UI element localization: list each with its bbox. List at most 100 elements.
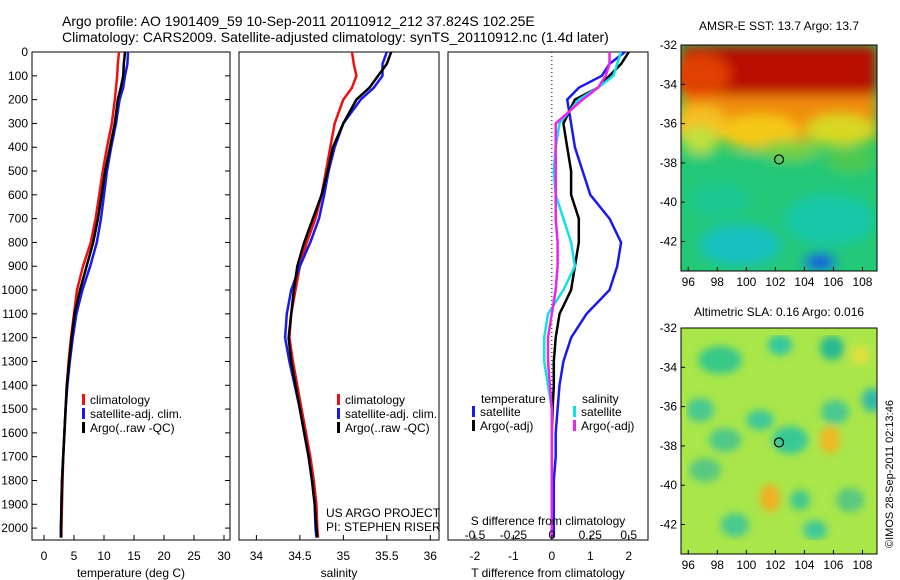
temperature-plot-frame: [31, 51, 231, 541]
difference-s-xlabel: S difference from climatology: [471, 514, 626, 528]
series-line-black: [287, 51, 393, 538]
difference-t-xlabel: T difference from climatology: [471, 566, 625, 580]
sla-field-patch: [689, 458, 721, 482]
depth-tick-label: 200: [8, 93, 28, 107]
sla-field-patch: [768, 335, 792, 355]
sla-field-patch: [820, 426, 840, 454]
sla-field: [686, 335, 877, 540]
sst-field: [681, 45, 877, 271]
map-y-tick-label: -34: [660, 360, 678, 374]
legend-swatch-black: [472, 420, 475, 431]
map-y-tick-label: -36: [660, 400, 678, 414]
sst-field-patch: [690, 182, 750, 218]
map-x-tick-label: 106: [823, 558, 843, 572]
x-tick-label: -1: [508, 549, 519, 563]
sla-field-patch: [746, 410, 774, 430]
legend-label: Argo(..raw -QC): [90, 421, 175, 435]
x-tick-label: 15: [127, 549, 141, 563]
sst-map-frame: [680, 44, 878, 272]
legend-label: Argo(..raw -QC): [345, 421, 430, 435]
depth-tick-label: 500: [8, 164, 28, 178]
sst-field-patch: [760, 140, 820, 160]
sla-field-patch: [772, 426, 808, 454]
difference-line-blue: [552, 51, 626, 538]
x-tick-label: 5: [71, 549, 78, 563]
legend-swatch-red: [82, 394, 85, 405]
sst-field-patch: [825, 148, 875, 172]
sla-field-patch: [709, 428, 741, 452]
figure-title-line2: Climatology: CARS2009. Satellite-adjuste…: [62, 29, 609, 45]
sla-field-patch: [760, 484, 780, 512]
s-tick-label: -0.5: [465, 528, 486, 542]
map-x-tick-label: 104: [794, 275, 814, 289]
sla-field-patch: [821, 400, 849, 424]
sst-field-patch: [804, 254, 836, 270]
legend-swatch-blue: [472, 406, 475, 417]
x-tick-label: 34: [250, 549, 264, 563]
temperature-xlabel: temperature (deg C): [77, 566, 185, 580]
map-x-tick-label: 98: [711, 275, 725, 289]
x-tick-label: 0: [41, 549, 48, 563]
depth-tick-label: 0: [21, 45, 28, 59]
depth-tick-label: 800: [8, 235, 28, 249]
map-x-tick-label: 96: [682, 275, 696, 289]
legend-title-temperature: temperature: [481, 392, 546, 406]
series-line-black: [59, 51, 127, 538]
figure-title-line1: Argo profile: AO 1901409_59 10-Sep-2011 …: [62, 13, 535, 29]
depth-tick-label: 1400: [1, 378, 28, 392]
sla-field-patch: [790, 490, 810, 510]
legend-swatch-cyan: [573, 406, 576, 417]
x-tick-label: 0: [549, 549, 556, 563]
sst-map-title: AMSR-E SST: 13.7 Argo: 13.7: [699, 19, 859, 33]
sla-map-panel: Altimetric SLA: 0.16 Argo: 0.016 -32 -34 -…: [660, 305, 878, 572]
map-x-tick-label: 102: [765, 558, 785, 572]
map-x-tick-label: 96: [682, 558, 696, 572]
sla-field-patch: [850, 345, 870, 365]
map-y-tick-label: -34: [660, 77, 678, 91]
legend-label: climatology: [345, 393, 405, 407]
x-tick-label: 25: [187, 549, 201, 563]
sla-field-patch: [820, 336, 844, 360]
depth-tick-label: 100: [8, 69, 28, 83]
x-tick-label: 35.5: [375, 549, 399, 563]
salinity-xlabel: salinity: [321, 566, 358, 580]
sst-map-panel: AMSR-E SST: 13.7 Argo: 13.7 -32 -34 -36 -38…: [660, 19, 878, 289]
map-y-tick-label: -38: [660, 156, 678, 170]
depth-tick-label: 400: [8, 140, 28, 154]
salinity-plot-frame: [238, 51, 440, 541]
map-y-tick-label: -42: [660, 518, 678, 532]
map-x-tick-label: 108: [852, 558, 872, 572]
depth-tick-label: 700: [8, 212, 28, 226]
argo-location-marker: [773, 437, 785, 448]
s-tick-label: 0.5: [620, 528, 637, 542]
legend-label: Argo(-adj): [581, 419, 634, 433]
series-line-red: [288, 51, 358, 538]
temperature-panel: 0100200300400500600700800900100011001200…: [1, 45, 648, 580]
legend-swatch-magenta: [573, 420, 576, 431]
x-tick-label: 10: [97, 549, 111, 563]
legend-label: satellite: [480, 405, 521, 419]
map-x-tick-label: 98: [711, 558, 725, 572]
sla-field-patch: [862, 388, 877, 412]
depth-tick-label: 1100: [2, 307, 28, 321]
s-tick-label: 0.25: [579, 528, 603, 542]
depth-tick-label: 900: [8, 259, 28, 273]
difference-panel: -2 -1 0 1 2 -0.5 -0.25 0 0.25 0.5 S difference f…: [447, 51, 649, 580]
depth-tick-label: 1800: [1, 473, 28, 487]
depth-tick-label: 1200: [1, 331, 28, 345]
sla-map-frame: [680, 327, 878, 555]
difference-plot-frame: [447, 51, 649, 541]
x-tick-label: 1: [587, 549, 594, 563]
sla-field-patch: [686, 398, 714, 422]
legend-label: satellite-adj. clim.: [345, 407, 437, 421]
x-tick-label: 30: [217, 549, 231, 563]
timestamp: ©IMOS 28-Sep-2011 02:13:46: [884, 400, 896, 548]
sla-field-patch: [803, 520, 827, 540]
legend-label: satellite-adj. clim.: [90, 407, 182, 421]
legend-title-salinity: salinity: [582, 392, 619, 406]
map-x-tick-label: 100: [736, 275, 756, 289]
depth-tick-label: 1700: [1, 450, 28, 464]
legend-label: Argo(-adj): [480, 419, 533, 433]
difference-line-magenta: [546, 52, 611, 538]
